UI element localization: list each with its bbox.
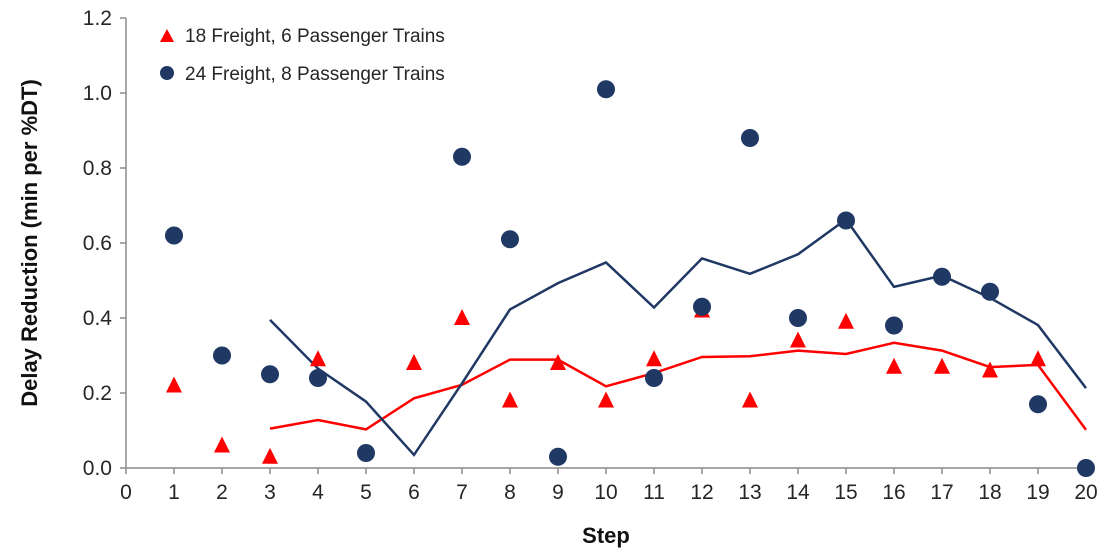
x-tick-label: 20 [1074, 481, 1097, 504]
trend-line-series-2 [269, 217, 1087, 457]
x-tick-label: 1 [168, 481, 180, 504]
x-tick-label: 9 [552, 481, 564, 504]
data-point-series-1 [454, 309, 470, 325]
data-point-series-1 [934, 357, 950, 374]
y-tick-label: 0.2 [83, 382, 112, 405]
legend-marker-series-2 [160, 66, 174, 80]
legend-label-series-2: 24 Freight, 8 Passenger Trains [185, 64, 445, 85]
data-point-series-2 [1029, 395, 1047, 414]
data-point-series-1 [214, 436, 230, 453]
x-tick-label: 16 [882, 481, 905, 504]
x-tick-label: 12 [690, 481, 713, 504]
y-tick-label: 0.0 [83, 457, 112, 480]
data-point-series-2 [549, 447, 567, 466]
data-point-series-2 [885, 316, 903, 335]
tick-marks: 0.00.20.40.60.81.01.20 1 2 3 4 5 6 7 8 9 10 11 12 13 1… [83, 7, 1098, 504]
x-tick-label: 7 [456, 481, 468, 504]
data-point-series-2 [597, 80, 615, 99]
x-tick-label: 18 [978, 481, 1001, 504]
x-tick-label: 3 [264, 481, 276, 504]
x-tick-label: 0 [120, 481, 132, 504]
data-point-series-2 [501, 230, 519, 249]
trend-line-series-1 [269, 341, 1088, 431]
data-point-series-2 [981, 282, 999, 301]
data-point-series-2 [453, 147, 471, 166]
x-tick-label: 19 [1026, 481, 1049, 504]
data-point-series-1 [838, 312, 854, 329]
data-point-series-1 [406, 354, 422, 370]
data-point-series-1 [502, 391, 518, 408]
y-tick-label: 1.2 [83, 7, 112, 30]
x-tick-label: 5 [360, 481, 372, 504]
data-point-series-1 [742, 391, 758, 408]
data-point-series-1 [166, 376, 182, 393]
data-point-series-2 [309, 369, 327, 387]
data-point-series-1 [598, 391, 614, 408]
y-axis-title: Delay Reduction (min per %DT) [17, 79, 42, 407]
y-tick-label: 1.0 [83, 82, 112, 105]
x-tick-label: 2 [216, 481, 228, 504]
data-point-series-2 [645, 369, 663, 387]
data-point-series-2 [165, 226, 183, 245]
data-point-series-2 [933, 267, 951, 286]
data-point-series-1 [982, 361, 998, 378]
data-point-series-2 [213, 346, 231, 365]
data-point-series-1 [550, 354, 566, 370]
data-points [165, 80, 1095, 477]
x-tick-label: 11 [643, 481, 665, 504]
data-point-series-1 [886, 357, 902, 374]
data-point-series-2 [741, 129, 759, 147]
x-tick-label: 13 [738, 481, 761, 504]
data-point-series-2 [1077, 459, 1095, 477]
x-tick-label: 15 [834, 481, 857, 504]
trend-lines [269, 217, 1088, 457]
data-point-series-2 [357, 444, 375, 462]
y-tick-label: 0.8 [83, 157, 112, 180]
x-tick-label: 4 [312, 481, 324, 504]
x-tick-label: 17 [930, 481, 953, 504]
data-point-series-2 [837, 211, 855, 230]
x-axis-title: Step [582, 523, 630, 548]
data-point-series-2 [789, 309, 807, 327]
legend-marker-series-1 [160, 29, 174, 42]
y-tick-label: 0.4 [83, 307, 113, 330]
data-point-series-1 [262, 447, 278, 464]
data-point-series-1 [790, 331, 806, 348]
x-tick-label: 8 [504, 481, 516, 504]
y-tick-label: 0.6 [83, 232, 112, 255]
legend: 18 Freight, 6 Passenger Trains 24 Freigh… [160, 26, 445, 85]
data-point-series-1 [646, 350, 662, 367]
legend-label-series-1: 18 Freight, 6 Passenger Trains [185, 26, 445, 47]
x-tick-label: 14 [786, 481, 810, 504]
data-point-series-2 [693, 297, 711, 316]
x-tick-label: 6 [408, 481, 420, 504]
x-tick-label: 10 [594, 481, 617, 504]
data-point-series-1 [310, 350, 326, 367]
data-point-series-2 [261, 365, 279, 384]
data-point-series-1 [1030, 350, 1046, 367]
